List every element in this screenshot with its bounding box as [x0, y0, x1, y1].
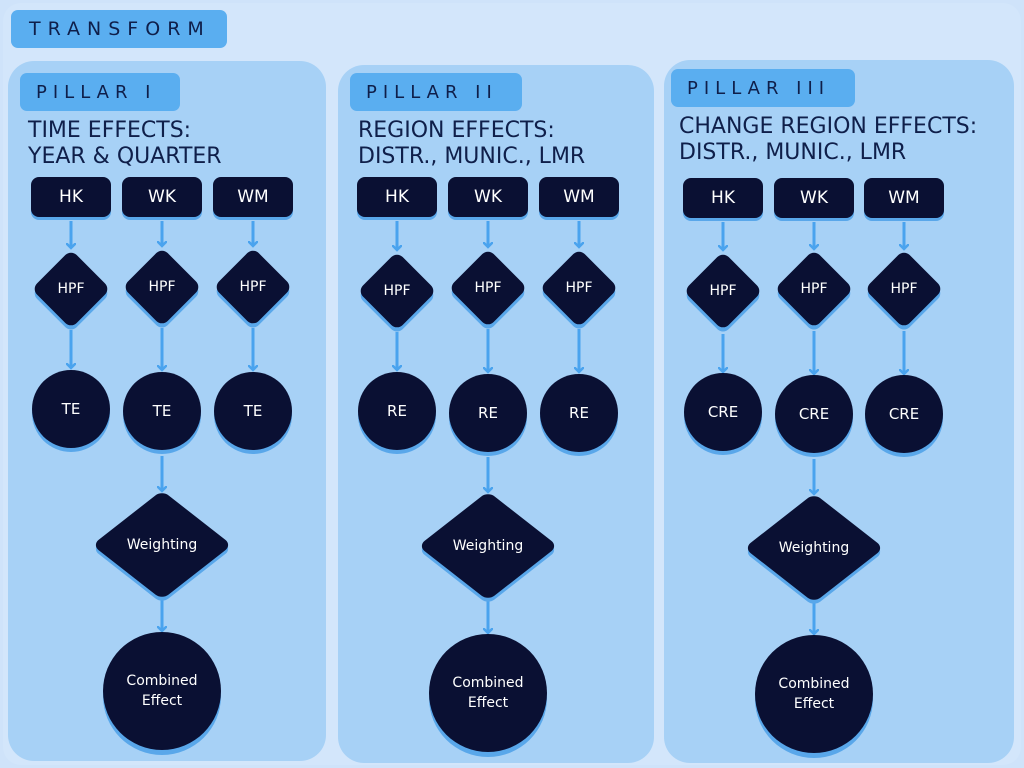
pillar-3-source-wm: WM — [864, 178, 944, 218]
pillar-2-hpf-3: HPF — [539, 248, 619, 328]
pillar-2-combined-line1: Combined — [452, 675, 524, 691]
pillar-2-hpf-3-label: HPF — [565, 280, 593, 296]
pillar-2-weighting-label: Weighting — [452, 538, 524, 554]
pillar-3-effect-2: CRE — [775, 375, 853, 453]
pillar-3-hpf-2-label: HPF — [800, 281, 828, 297]
pillar-1-heading-line2: YEAR & QUARTER — [28, 144, 222, 169]
pillar-2-hpf-1-label: HPF — [383, 283, 411, 299]
pillar-3-hpf-1-label: HPF — [709, 283, 737, 299]
pillar-3-combined-line2: Effect — [793, 696, 835, 712]
pillar-2-effect-2: RE — [449, 374, 527, 452]
pillar-1-source-hk: HK — [31, 177, 111, 217]
pillar-2-hpf-2: HPF — [448, 248, 528, 328]
pillar-1-weighting-label: Weighting — [126, 537, 198, 553]
pillar-3-source-hk: HK — [683, 178, 763, 218]
pillar-3-hpf-3-label: HPF — [890, 281, 918, 297]
pillar-2-effect-3: RE — [540, 374, 618, 452]
pillar-1-tab: PILLAR I — [20, 73, 180, 111]
pillar-1-effect-2: TE — [123, 372, 201, 450]
pillar-2-heading-line1: REGION EFFECTS: — [358, 118, 555, 143]
pillar-2-heading-line2: DISTR., MUNIC., LMR — [358, 144, 586, 169]
diagram-title: TRANSFORM — [11, 10, 227, 48]
pillar-3-hpf-3: HPF — [864, 249, 944, 329]
pillar-3-effect-1: CRE — [684, 373, 762, 451]
pillar-3-effect-3: CRE — [865, 375, 943, 453]
pillar-3-source-wk: WK — [774, 178, 854, 218]
pillar-3-heading: CHANGE REGION EFFECTS: DISTR., MUNIC., L… — [679, 114, 977, 166]
pillar-2-hpf-2-label: HPF — [474, 280, 502, 296]
pillar-3-combined-line1: Combined — [778, 676, 850, 692]
pillar-2-source-wm: WM — [539, 177, 619, 217]
pillar-2-tab: PILLAR II — [350, 73, 522, 111]
pillar-2-source-wk: WK — [448, 177, 528, 217]
pillar-2-combined-effect: Combined Effect — [429, 634, 547, 752]
pillar-1-weighting: Weighting — [92, 490, 232, 600]
pillar-1-combined-effect: Combined Effect — [103, 632, 221, 750]
pillar-1-combined-line2: Effect — [141, 693, 183, 709]
pillar-2-weighting: Weighting — [418, 491, 558, 601]
pillar-3-combined-effect: Combined Effect — [755, 635, 873, 753]
pillar-1-effect-1: TE — [32, 370, 110, 448]
pillar-1-hpf-3: HPF — [213, 247, 293, 327]
pillar-2-combined-line2: Effect — [467, 695, 509, 711]
pillar-1-source-wk: WK — [122, 177, 202, 217]
pillar-1-hpf-2-label: HPF — [148, 279, 176, 295]
pillar-3-heading-line2: DISTR., MUNIC., LMR — [679, 140, 907, 165]
pillar-3-hpf-2: HPF — [774, 249, 854, 329]
pillar-1-hpf-3-label: HPF — [239, 279, 267, 295]
pillar-1-heading: TIME EFFECTS: YEAR & QUARTER — [28, 118, 222, 170]
pillar-1-combined-line1: Combined — [126, 673, 198, 689]
pillar-2-hpf-1: HPF — [357, 251, 437, 331]
pillar-2-source-hk: HK — [357, 177, 437, 217]
pillar-1-hpf-2: HPF — [122, 247, 202, 327]
pillar-2-effect-1: RE — [358, 372, 436, 450]
pillar-1-hpf-1: HPF — [31, 249, 111, 329]
pillar-3-tab: PILLAR III — [671, 69, 855, 107]
pillar-2-heading: REGION EFFECTS: DISTR., MUNIC., LMR — [358, 118, 585, 170]
pillar-1-source-wm: WM — [213, 177, 293, 217]
pillar-1-hpf-1-label: HPF — [57, 281, 85, 297]
pillar-1-effect-3: TE — [214, 372, 292, 450]
pillar-3-hpf-1: HPF — [683, 251, 763, 331]
pillar-3-weighting: Weighting — [744, 493, 884, 603]
pillar-3-weighting-label: Weighting — [778, 540, 850, 556]
pillar-1-heading-line1: TIME EFFECTS: — [28, 118, 192, 143]
pillar-3-heading-line1: CHANGE REGION EFFECTS: — [679, 114, 978, 139]
